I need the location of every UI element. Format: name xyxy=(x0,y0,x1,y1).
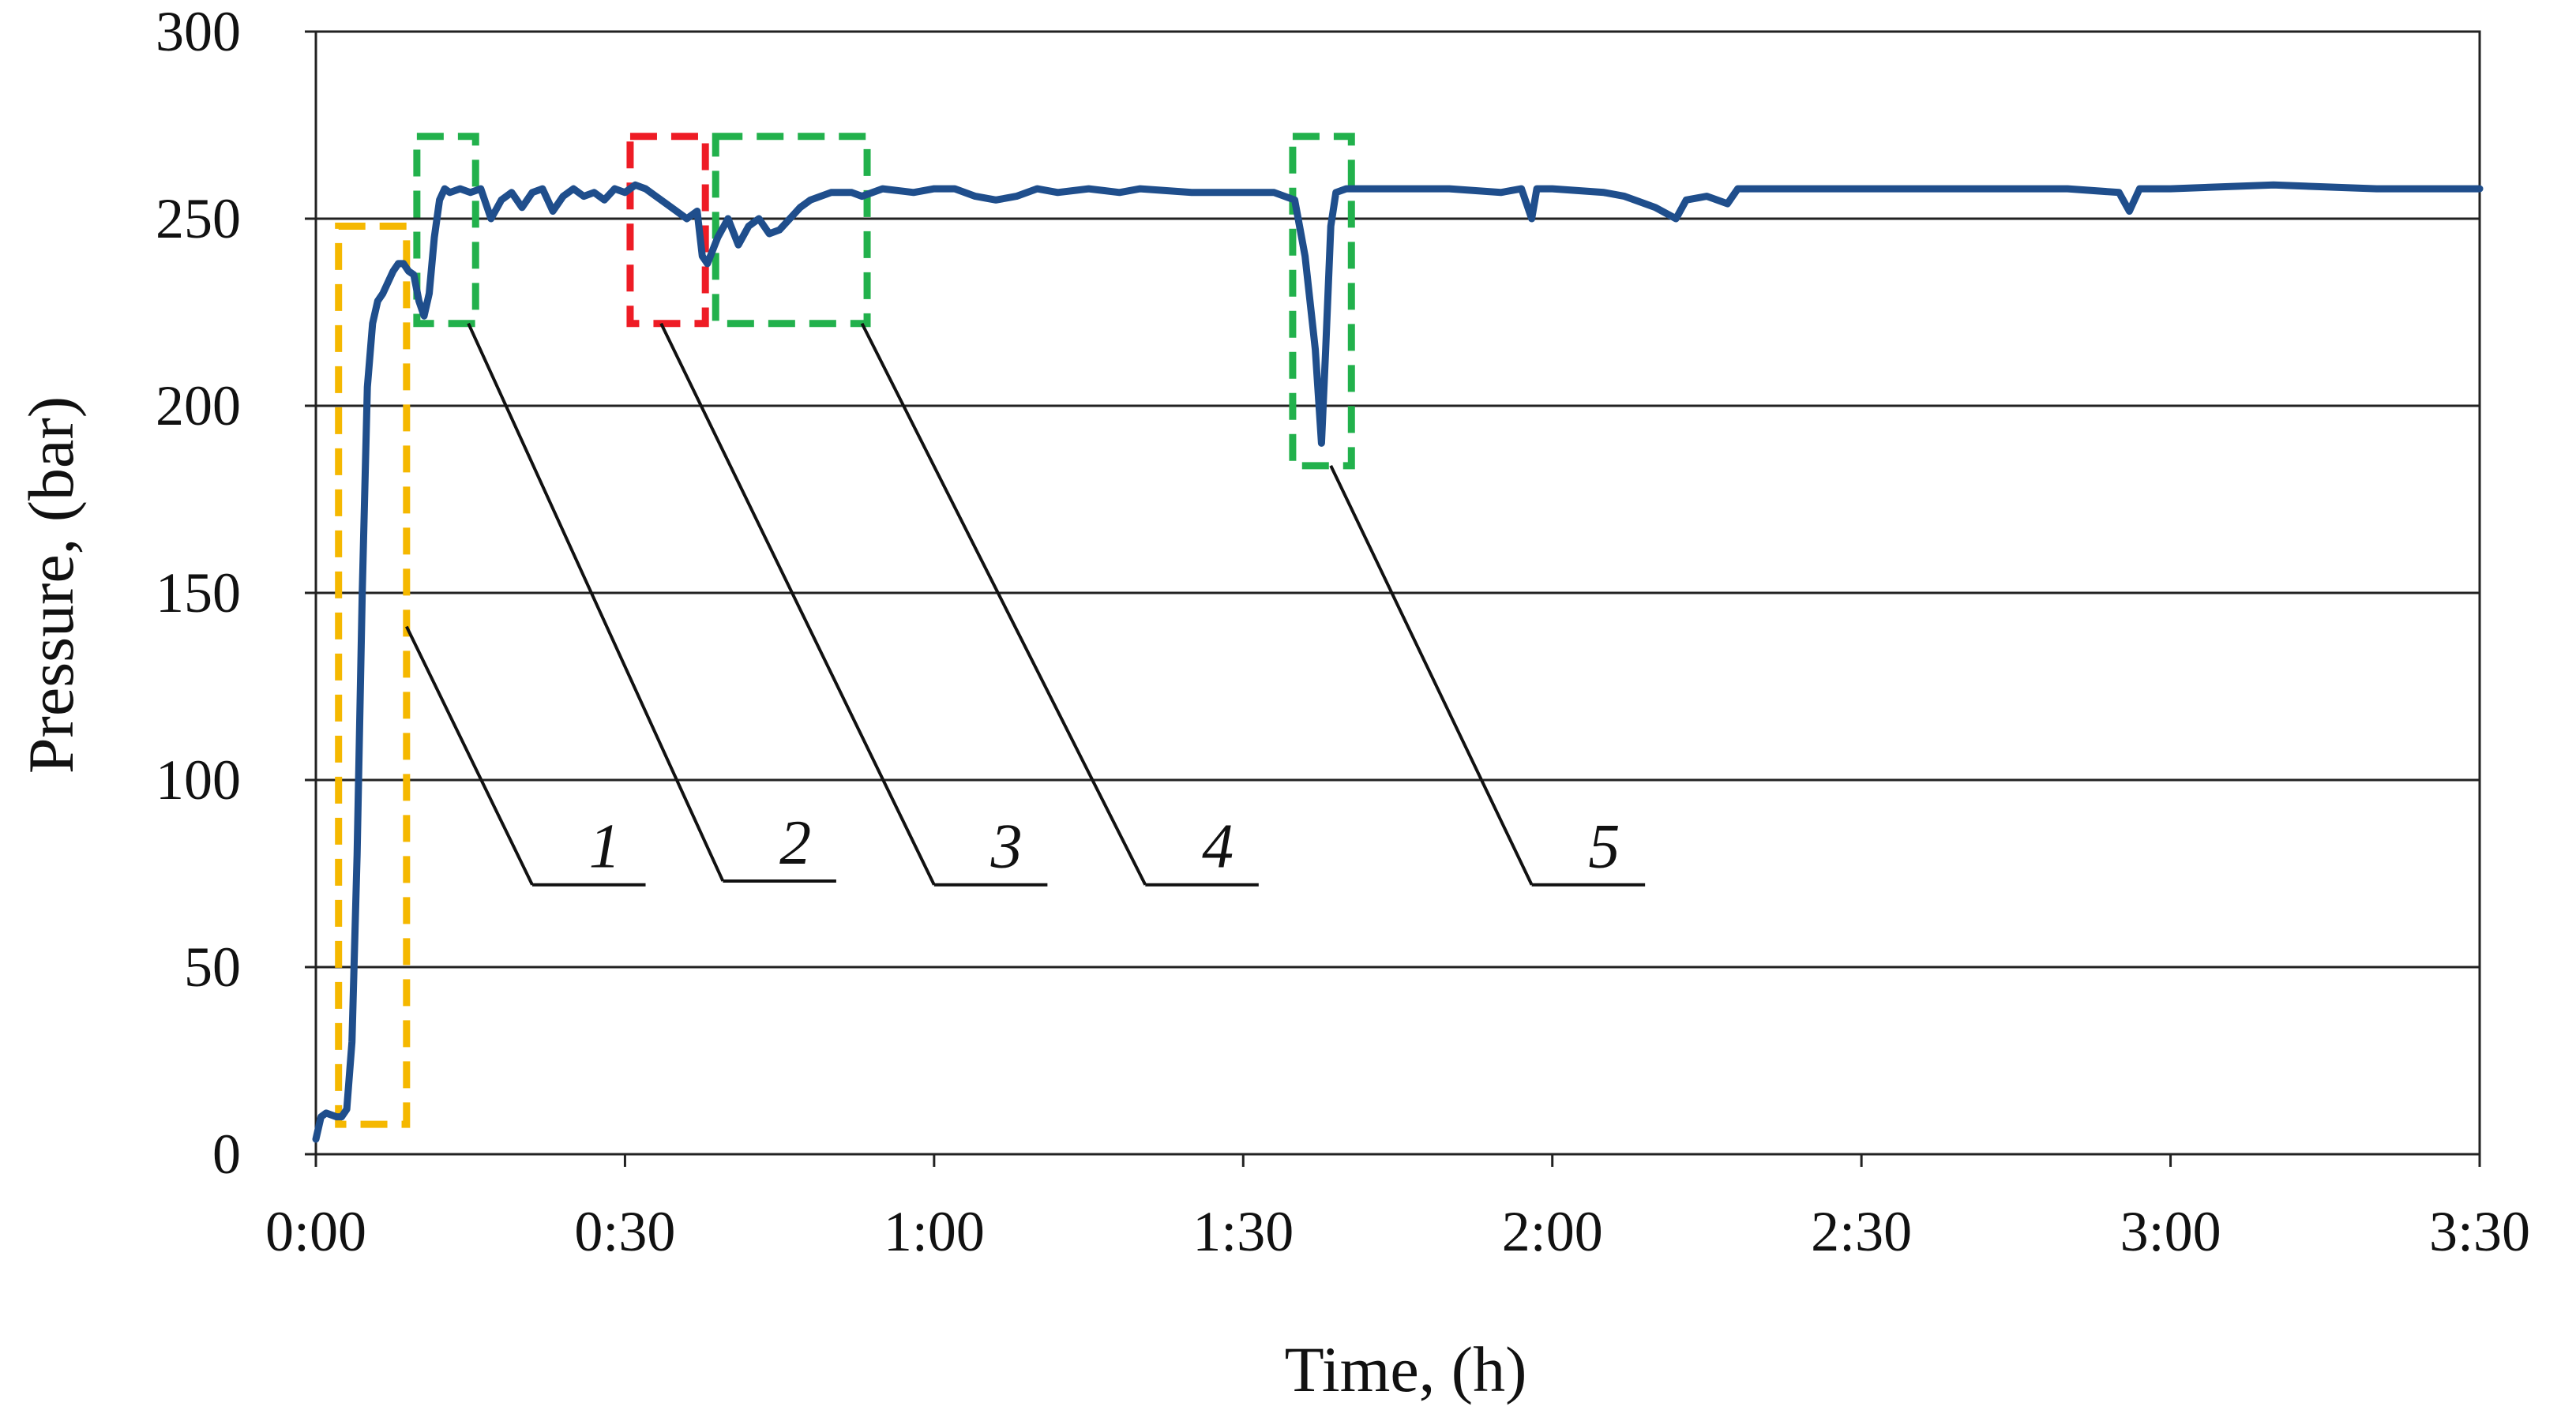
box-4 xyxy=(712,133,871,328)
callout-leader xyxy=(467,322,725,882)
gridlines xyxy=(316,217,2480,969)
callout-leader xyxy=(1329,464,1534,886)
callout-label: 5 xyxy=(1588,812,1620,882)
x-tick-label: 0:00 xyxy=(265,1200,366,1263)
x-tick-label: 3:00 xyxy=(2120,1200,2221,1263)
x-tick-label: 2:00 xyxy=(1502,1200,1603,1263)
callout-leader xyxy=(860,322,1147,886)
x-tick-label: 1:00 xyxy=(884,1200,985,1263)
callout-leader xyxy=(659,322,936,886)
box-1 xyxy=(335,222,411,1128)
x-tick-label: 1:30 xyxy=(1192,1200,1294,1263)
series-line-pressure xyxy=(312,181,2484,1143)
callout-label: 2 xyxy=(779,808,811,878)
callout-label: 3 xyxy=(990,812,1023,882)
box-3 xyxy=(626,133,709,328)
y-tick-label: 50 xyxy=(184,936,241,999)
callouts: 1 2 3 4 5 xyxy=(405,322,1646,887)
callout-label: 4 xyxy=(1202,812,1234,882)
callout-label: 1 xyxy=(589,812,621,882)
highlight-boxes xyxy=(335,133,1355,1128)
callout-leader xyxy=(405,625,534,886)
x-tick-label: 3:30 xyxy=(2429,1200,2530,1263)
x-tick-label: 0:30 xyxy=(574,1200,675,1263)
tick-labels: 0 50 100 150 200 250 300 0:00 0:30 1:00 1:30 2:00 2:… xyxy=(156,0,2530,1263)
x-axis-title: Time, (h) xyxy=(1285,1333,1527,1405)
x-tick-label: 2:30 xyxy=(1811,1200,1912,1263)
y-tick-label: 300 xyxy=(156,0,241,63)
y-tick-label: 0 xyxy=(212,1123,241,1186)
series xyxy=(312,181,2484,1143)
y-tick-label: 100 xyxy=(156,748,241,812)
y-tick-label: 150 xyxy=(156,561,241,624)
y-tick-label: 200 xyxy=(156,374,241,437)
y-axis-title: Pressure, (bar) xyxy=(15,396,87,774)
box-5 xyxy=(1289,133,1355,470)
y-tick-label: 250 xyxy=(156,187,241,250)
